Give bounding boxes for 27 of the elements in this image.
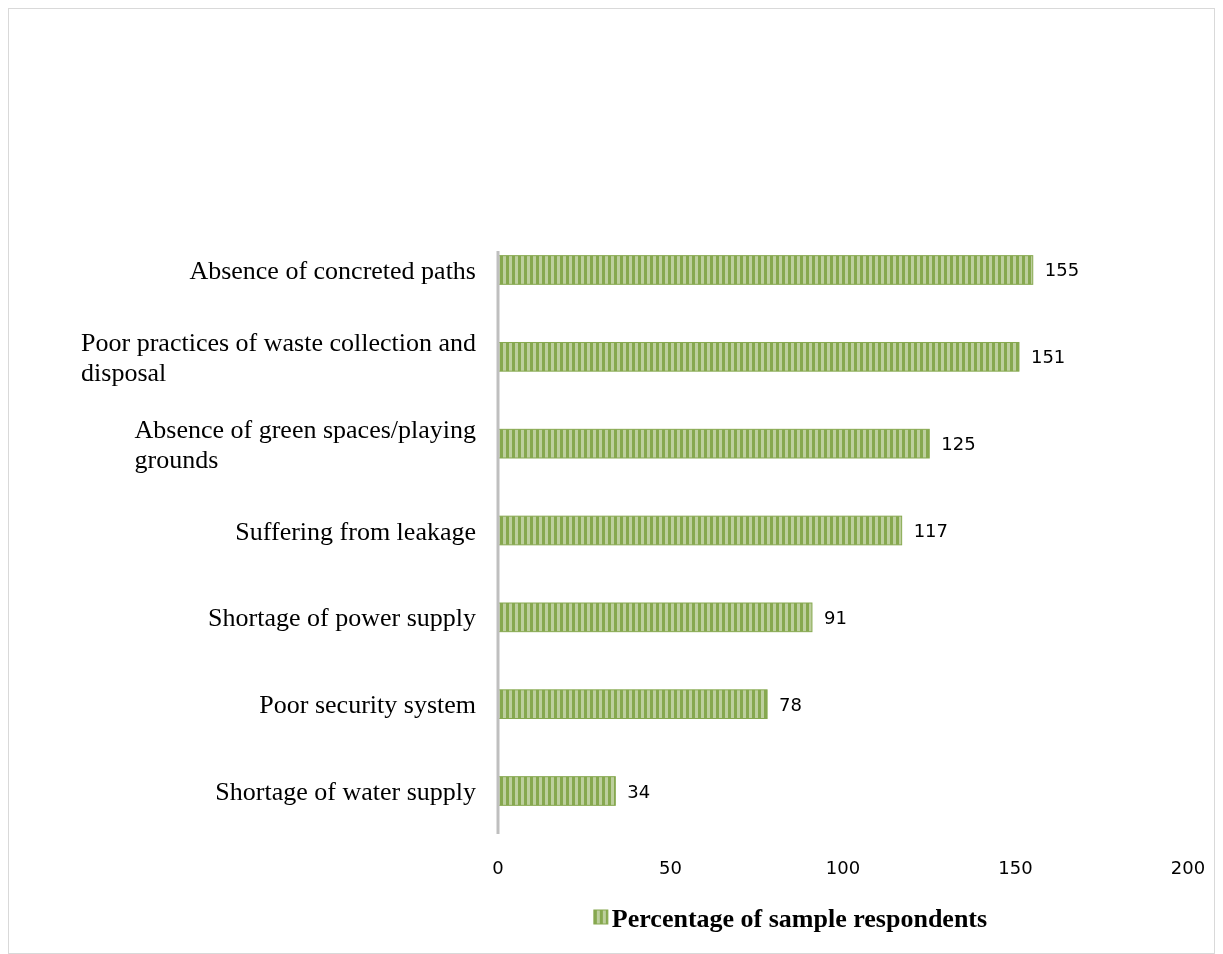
bar [497, 689, 768, 719]
y-tick-label: Poor security system [259, 689, 477, 719]
y-tick-label: Shortage of power supply [208, 602, 477, 632]
bar [497, 342, 1020, 372]
data-label: 155 [1044, 259, 1080, 281]
data-label: 78 [779, 693, 803, 715]
data-label: 34 [627, 780, 651, 802]
y-tick-label: Absence of green spaces/playing grounds [134, 414, 477, 474]
x-tick-label: 200 [1170, 857, 1206, 878]
bar [497, 428, 930, 459]
y-tick-label: Absence of concreted paths [189, 255, 477, 285]
x-tick-label: 150 [998, 857, 1033, 878]
x-tick-label: 50 [659, 857, 682, 878]
bar [497, 255, 1034, 285]
y-tick-label: Suffering from leakage [235, 516, 476, 545]
bar [497, 776, 616, 806]
data-label: 91 [823, 606, 847, 628]
x-tick-label: 0 [492, 857, 504, 878]
data-label: 151 [1030, 346, 1066, 368]
y-tick-label: Poor practices of waste collection and disposal [81, 327, 477, 387]
y-tick-label: Shortage of water supply [215, 776, 477, 806]
legend-label: Percentage of sample respondents [611, 903, 988, 933]
data-label: 125 [941, 433, 976, 455]
x-tick-label: 100 [825, 857, 861, 878]
bar [497, 602, 813, 633]
bar [497, 515, 903, 546]
data-label: 117 [913, 520, 949, 541]
